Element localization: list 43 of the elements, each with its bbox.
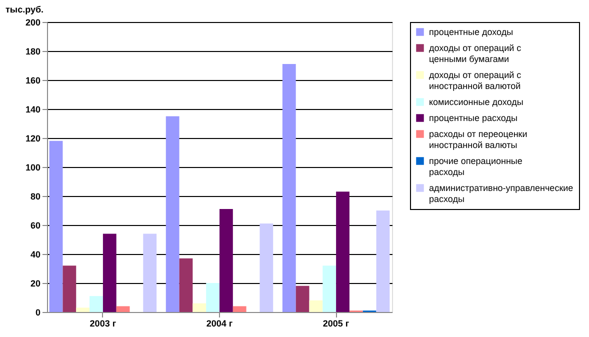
- bar: [296, 286, 310, 312]
- y-tick-label: 0: [35, 308, 40, 318]
- y-tick-label: 40: [30, 250, 40, 260]
- legend-label: процентные доходы: [429, 27, 514, 37]
- y-tick-label: 60: [30, 220, 40, 230]
- bar: [376, 210, 390, 312]
- y-tick-label: 80: [30, 192, 40, 202]
- y-tick-label: 160: [25, 76, 40, 86]
- bar: [282, 64, 296, 312]
- legend-label: доходы от операций с ценными бумагами: [429, 43, 522, 64]
- bar: [220, 209, 233, 312]
- y-tick-label: 120: [25, 134, 40, 144]
- bar: [336, 192, 350, 312]
- legend-label: административно-управленческие расходы: [429, 183, 574, 204]
- bar: [102, 234, 116, 312]
- bar: [260, 224, 274, 312]
- bar: [166, 116, 180, 312]
- y-tick-label: 180: [25, 46, 40, 56]
- bar: [116, 306, 130, 312]
- y-tick-label: 140: [25, 104, 40, 114]
- legend-label: процентные расходы: [429, 113, 518, 123]
- y-axis-title: тыс.руб.: [6, 4, 44, 14]
- bar: [309, 300, 323, 312]
- bar: [232, 306, 246, 312]
- legend-label: комиссионные доходы: [429, 97, 524, 107]
- x-tick-label: 2005 г: [322, 318, 350, 328]
- y-tick-label: 200: [25, 18, 40, 28]
- bar: [76, 308, 90, 312]
- bar: [322, 266, 336, 312]
- bar: [90, 296, 103, 312]
- bar: [143, 234, 157, 312]
- y-tick-label: 100: [25, 162, 40, 172]
- bar: [62, 266, 76, 312]
- x-tick-label: 2004 г: [206, 318, 233, 328]
- legend-label: доходы от операций с иностранной валютой: [429, 70, 522, 91]
- legend-label: расходы от переоценки иностранной валюты: [429, 129, 528, 150]
- y-tick-label: 20: [30, 278, 40, 288]
- bar: [49, 140, 63, 312]
- legend-label: прочие операционные расходы: [429, 156, 522, 177]
- x-tick-label: 2003 г: [90, 318, 116, 328]
- bar: [192, 303, 206, 312]
- bar: [179, 258, 193, 312]
- bar: [206, 283, 220, 312]
